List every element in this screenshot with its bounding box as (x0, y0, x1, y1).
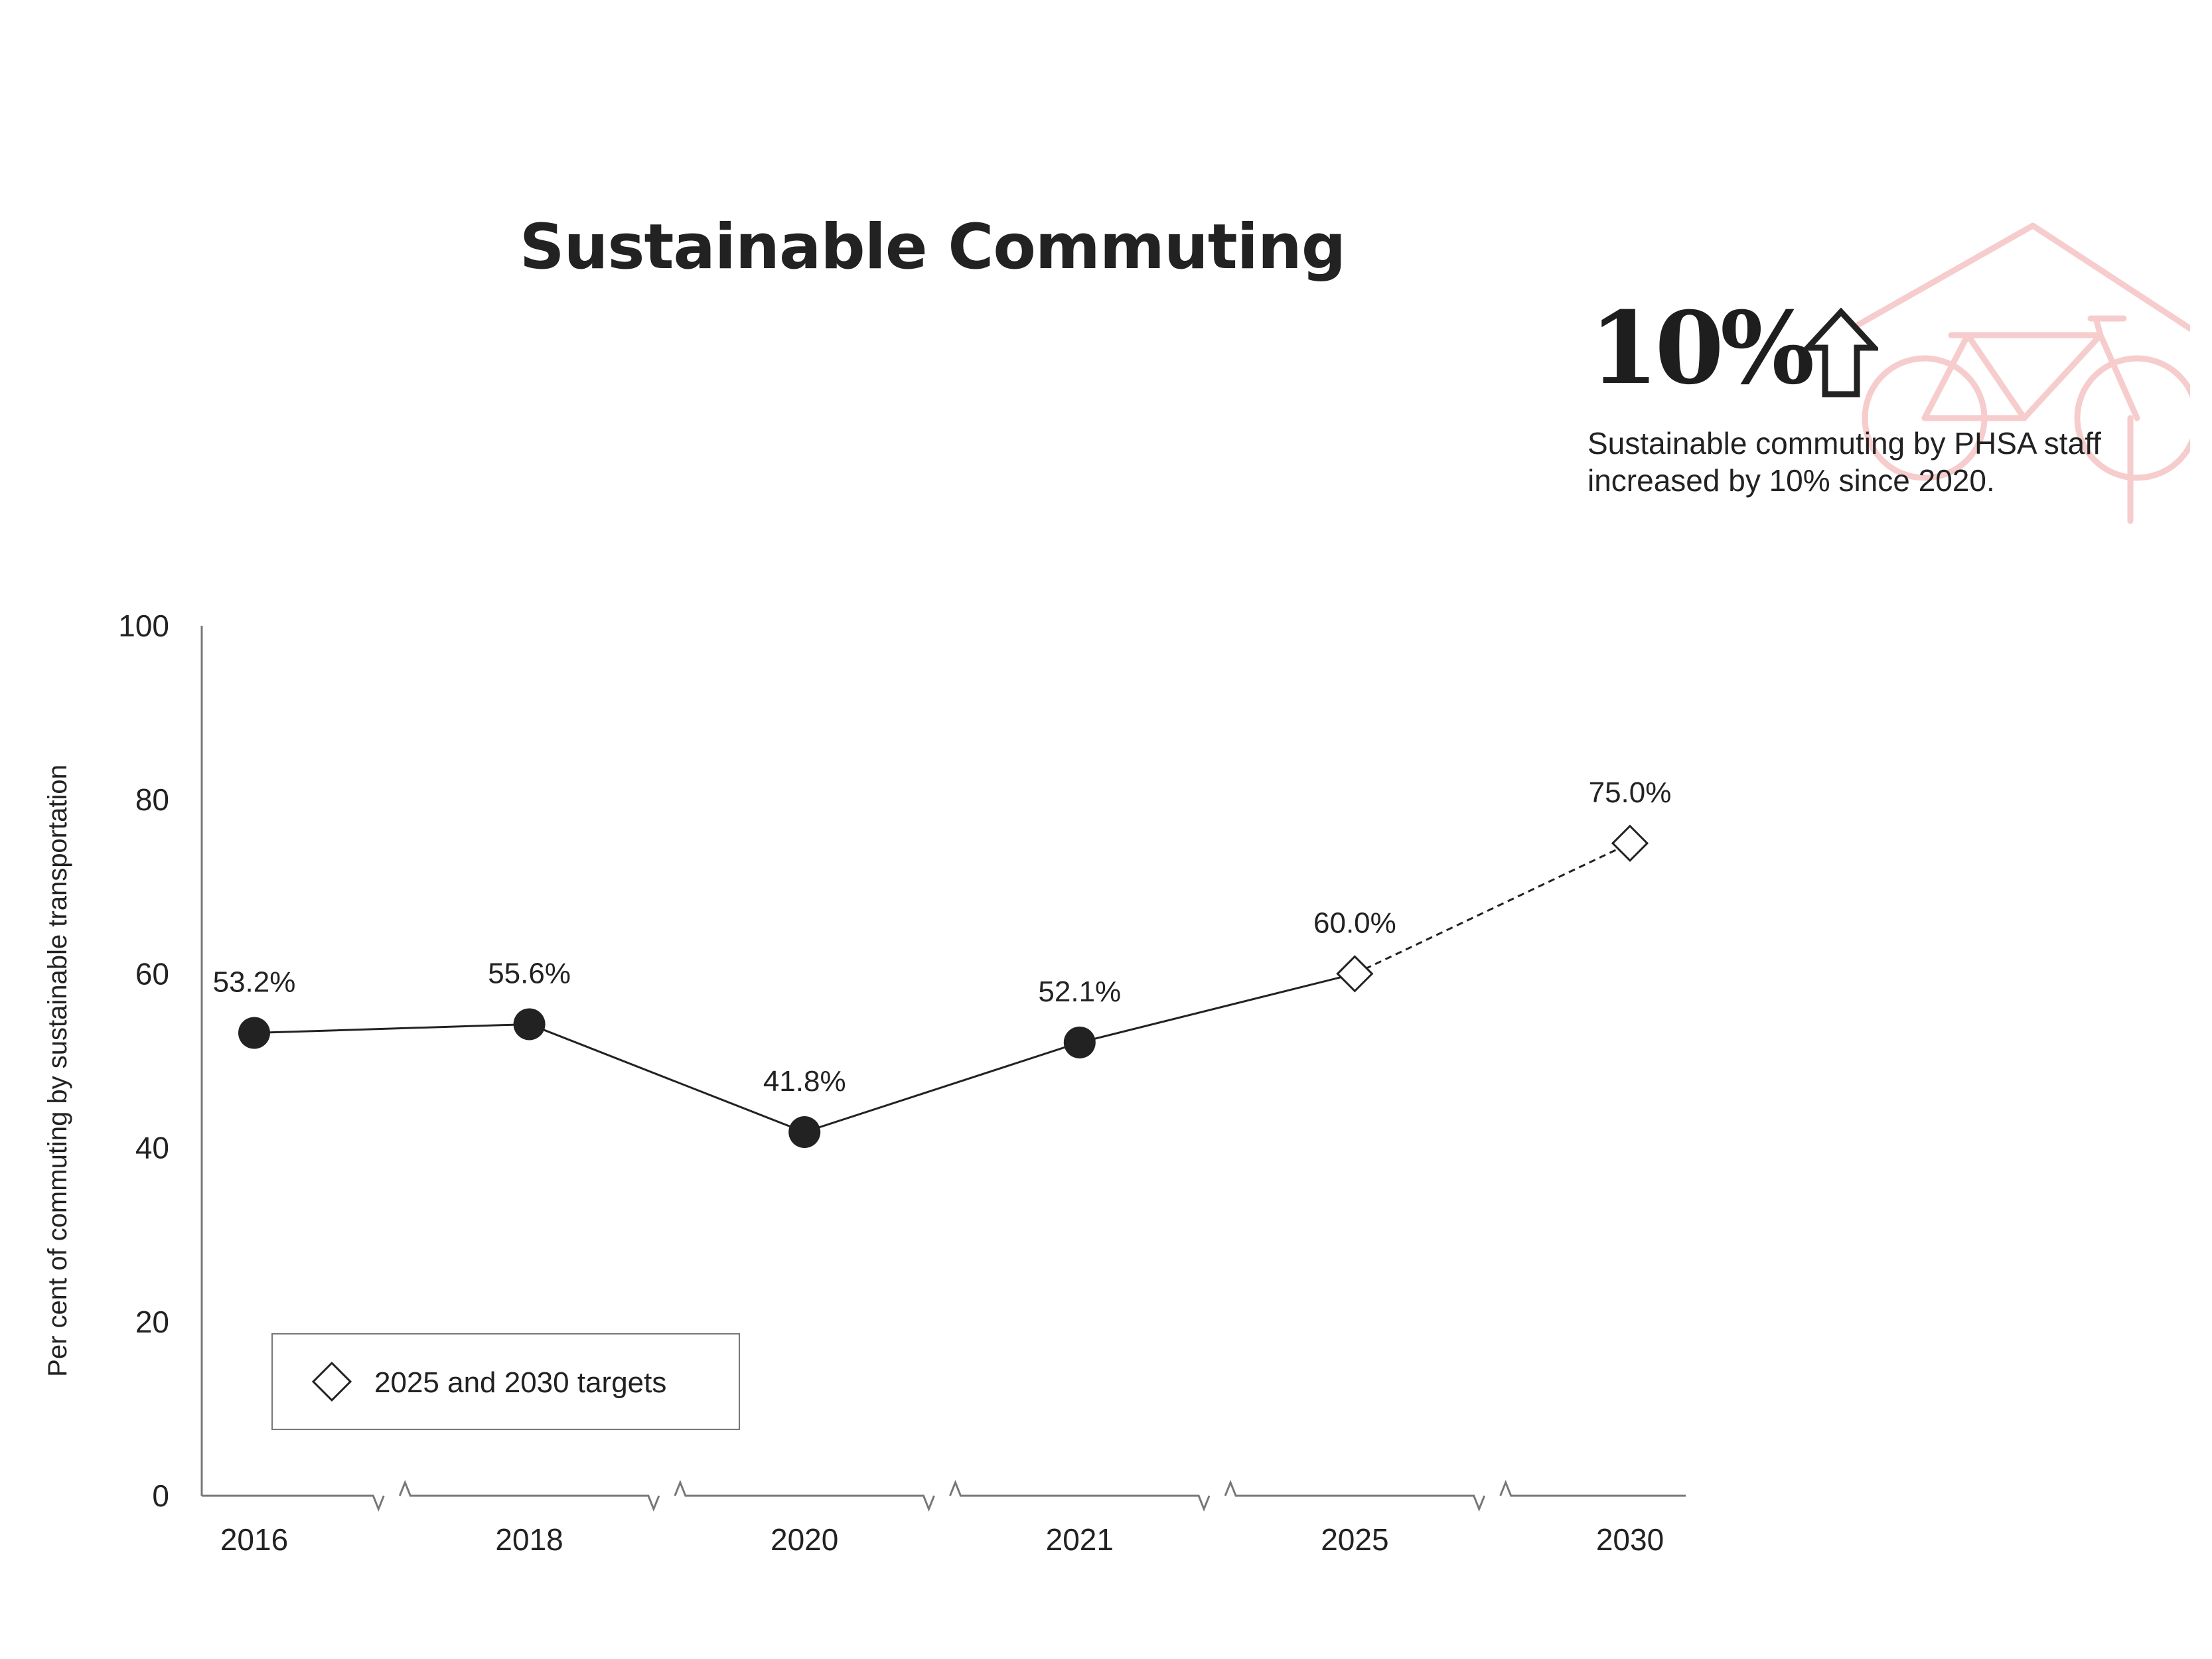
x-tick-label: 2021 (1046, 1522, 1114, 1557)
y-axis: 0 20 40 60 80 100 (118, 609, 203, 1513)
x-axis-line (202, 1479, 1686, 1512)
actual-series-line (254, 972, 1355, 1133)
callout-stat: 10% (1589, 290, 1814, 407)
y-tick-label: 0 (152, 1479, 169, 1513)
callout-caption-line-2: increased by 10% since 2020. (1587, 463, 1995, 498)
data-point (788, 1116, 821, 1149)
chart-title: Sustainable Commuting (519, 211, 1346, 283)
y-axis-title: Per cent of commuting by sustainable tra… (43, 764, 72, 1377)
data-label: 53.2% (213, 966, 296, 999)
data-point (1063, 1026, 1096, 1058)
data-label: 41.8% (763, 1065, 846, 1098)
data-label: 75.0% (1589, 776, 1672, 809)
x-tick-label: 2020 (771, 1522, 838, 1557)
y-tick-label: 60 (135, 956, 169, 991)
x-tick-label: 2025 (1321, 1522, 1388, 1557)
y-tick-label: 40 (135, 1131, 169, 1165)
bike-house-icon (1848, 222, 2190, 524)
callout-caption: Sustainable commuting by PHSA staff incr… (1587, 425, 2132, 499)
data-labels: 53.2% 55.6% 41.8% 52.1% 60.0% 75.0% (213, 776, 1672, 1098)
x-axis: 2016 2018 2020 2021 2025 2030 (202, 1479, 1686, 1557)
data-label: 52.1% (1038, 975, 1121, 1008)
target-series-line (1354, 842, 1631, 975)
legend-diamond-marker (311, 1361, 352, 1402)
y-tick-label: 80 (135, 782, 169, 817)
legend-label: 2025 and 2030 targets (374, 1366, 666, 1399)
y-tick-label: 20 (135, 1305, 169, 1339)
legend: 2025 and 2030 targets (271, 1333, 740, 1430)
series-lines (254, 842, 1631, 1133)
target-point (1611, 824, 1649, 862)
y-tick-label: 100 (118, 609, 169, 643)
data-point (238, 1017, 270, 1049)
data-label: 55.6% (488, 957, 571, 989)
x-tick-label: 2016 (220, 1522, 288, 1557)
target-point (1336, 955, 1374, 993)
data-label: 60.0% (1313, 906, 1396, 939)
up-arrow-icon (1804, 308, 1878, 397)
series-markers (238, 824, 1649, 1149)
x-tick-label: 2018 (495, 1522, 563, 1557)
data-point (513, 1008, 546, 1041)
callout-caption-line-1: Sustainable commuting by PHSA staff (1587, 426, 2101, 461)
x-tick-label: 2030 (1596, 1522, 1664, 1557)
